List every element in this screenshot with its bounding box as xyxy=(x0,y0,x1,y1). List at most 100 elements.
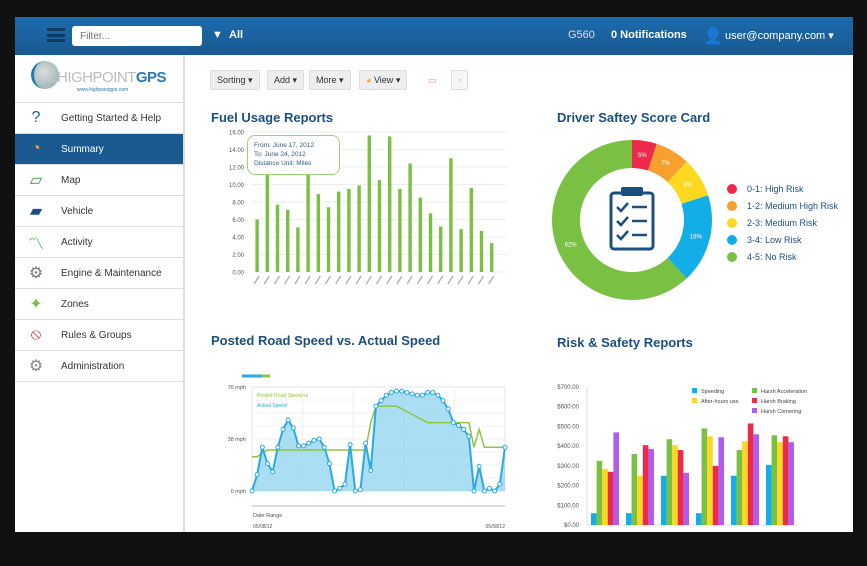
export-pdf-icon[interactable]: ▭ xyxy=(421,70,444,90)
x-tick-label xyxy=(477,275,485,285)
notifications-link[interactable]: 0 Notifications xyxy=(611,29,687,41)
risk-bar xyxy=(777,442,783,525)
risk-bar xyxy=(637,475,643,525)
risk-bar xyxy=(677,450,684,525)
x-tick-label xyxy=(437,275,444,285)
more-button[interactable]: More ▾ xyxy=(309,70,351,90)
risk-bar xyxy=(596,460,603,525)
actual-speed-point xyxy=(461,426,467,432)
filter-scope-dropdown[interactable]: ▼ All xyxy=(212,29,244,41)
risk-bar xyxy=(771,435,778,525)
actual-speed-point xyxy=(337,485,343,491)
sidebar-item-getting-started-help[interactable]: ? Getting Started & Help xyxy=(15,103,183,134)
actual-speed-point xyxy=(342,481,348,487)
fuel-bar xyxy=(490,243,494,272)
actual-speed-point xyxy=(373,403,379,409)
x-tick-label xyxy=(335,275,342,285)
y-tick-label: $600.00 xyxy=(557,405,579,411)
add-button[interactable]: Add ▾ xyxy=(267,70,305,90)
y-tick-label: $700.00 xyxy=(557,385,579,391)
actual-speed-point xyxy=(357,487,363,493)
actual-speed-point xyxy=(264,461,270,467)
actual-speed-point xyxy=(311,437,317,443)
fuel-bar xyxy=(347,188,351,272)
y-tick-label: 10.00 xyxy=(229,183,245,189)
fuel-bar xyxy=(367,135,371,272)
map-icon: ▱ xyxy=(29,172,43,189)
risk-bar xyxy=(683,472,689,525)
sidebar-item-label: Vehicle xyxy=(61,205,94,217)
risk-bar xyxy=(742,441,748,525)
sidebar-item-label: Activity xyxy=(61,236,93,248)
sidebar-item-map[interactable]: ▱ Map xyxy=(15,165,183,196)
pie-chart-icon: ◔ xyxy=(31,140,41,157)
risk-bar xyxy=(788,442,794,525)
help-icon: ? xyxy=(31,109,41,126)
actual-speed-point xyxy=(285,417,291,423)
fuel-bar xyxy=(459,229,463,272)
legend-item: 0-1: High Risk xyxy=(727,180,838,197)
x-tick-label xyxy=(263,275,270,285)
sidebar-item-engine-maintenance[interactable]: ⚙ Engine & Maintenance xyxy=(15,258,183,289)
actual-speed-point xyxy=(326,461,332,467)
risk-bar xyxy=(642,445,649,525)
x-tick-label xyxy=(273,275,281,285)
risk-bar xyxy=(707,436,713,525)
sidebar-item-label: Engine & Maintenance xyxy=(61,267,162,279)
sidebar-item-summary[interactable]: ◔ Summary xyxy=(15,134,183,165)
y-tick-label: 6.00 xyxy=(232,218,244,224)
main-content: Sorting ▾ Add ▾ More ▾ ◕ View ▾ ▭ ▫ Fuel… xyxy=(187,55,853,532)
sidebar-item-label: Map xyxy=(61,174,81,186)
top-bar: ▼ All G560 0 Notifications 👤 user@compan… xyxy=(15,17,853,55)
x-tick-label xyxy=(457,275,464,285)
fuel-bar xyxy=(377,180,382,272)
filter-input[interactable] xyxy=(72,26,202,46)
user-menu[interactable]: user@company.com ▾ xyxy=(725,30,834,42)
y-tick-label: 2.00 xyxy=(232,253,244,259)
y-tick-label: $0.00 xyxy=(564,523,580,529)
check-mark xyxy=(616,216,629,227)
actual-speed-point xyxy=(321,444,327,450)
sidebar-item-zones[interactable]: ✦ Zones xyxy=(15,289,183,320)
legend-label: Harsh Acceleration xyxy=(761,389,807,395)
actual-speed-point xyxy=(450,420,456,426)
slice-label: 7% xyxy=(661,161,670,167)
risk-bar xyxy=(736,450,743,525)
slice-label: 18% xyxy=(690,234,703,240)
y-tick-label: $500.00 xyxy=(557,424,579,430)
view-button[interactable]: ◕ View ▾ xyxy=(359,70,408,90)
fuel-bar xyxy=(408,163,412,272)
sorting-button[interactable]: Sorting ▾ xyxy=(210,70,260,90)
x-tick-label xyxy=(314,275,321,285)
fuel-bar xyxy=(449,158,453,272)
legend-item: 4-5: No Risk xyxy=(727,248,838,265)
prohibited-icon: ⦸ xyxy=(30,326,42,343)
fuel-bar xyxy=(296,227,300,272)
clipboard-icon xyxy=(609,187,655,251)
actual-speed-point xyxy=(368,467,374,473)
risk-bar xyxy=(631,454,638,525)
sidebar-item-vehicle[interactable]: ▰ Vehicle xyxy=(15,196,183,227)
sidebar-item-administration[interactable]: ⚙ Administration xyxy=(15,351,183,382)
slice-label: 8% xyxy=(683,183,692,189)
risk-bar xyxy=(602,468,608,525)
y-tick-label: 0 mph xyxy=(231,489,246,495)
actual-speed-point xyxy=(409,391,415,397)
sidebar-item-activity[interactable]: 〽 Activity xyxy=(15,227,183,258)
risk-bar xyxy=(712,465,719,525)
actual-speed-point xyxy=(347,441,353,447)
risk-bar xyxy=(701,428,708,525)
export-excel-icon[interactable]: ▫ xyxy=(451,70,469,90)
sidebar-item-label: Administration xyxy=(61,360,125,372)
y-tick-label: 16.00 xyxy=(229,131,245,137)
menu-icon[interactable] xyxy=(47,28,65,42)
risk-bar xyxy=(661,475,667,525)
actual-speed-point xyxy=(316,436,322,442)
fuel-bar xyxy=(479,230,484,272)
sidebar-item-rules-groups[interactable]: ⦸ Rules & Groups xyxy=(15,320,183,351)
y-tick-label: 76 mph xyxy=(228,385,246,391)
end-date: 05/08/12 xyxy=(486,524,506,530)
x-tick-label xyxy=(253,275,260,285)
fuel-bar xyxy=(428,213,433,272)
actual-speed-point xyxy=(419,392,425,398)
